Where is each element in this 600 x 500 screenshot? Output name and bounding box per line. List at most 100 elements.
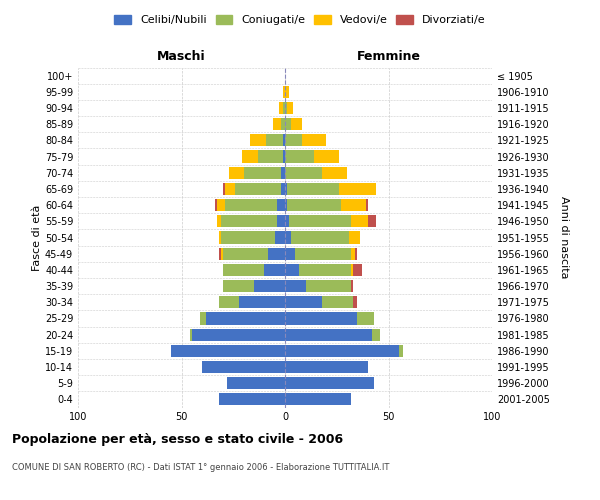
Bar — [279, 102, 283, 114]
Bar — [283, 102, 285, 114]
Bar — [254, 280, 285, 292]
Text: Maschi: Maschi — [157, 50, 206, 62]
Bar — [250, 134, 266, 146]
Bar — [322, 166, 347, 179]
Bar — [223, 183, 225, 195]
Bar — [287, 183, 339, 195]
Bar — [285, 280, 306, 292]
Bar — [339, 183, 376, 195]
Bar — [289, 215, 351, 228]
Bar — [223, 280, 254, 292]
Bar — [283, 150, 285, 162]
Bar — [217, 215, 221, 228]
Bar — [227, 377, 285, 390]
Bar — [358, 312, 374, 324]
Bar — [285, 377, 374, 390]
Bar — [285, 86, 289, 98]
Bar — [192, 328, 285, 340]
Bar — [351, 215, 368, 228]
Bar — [202, 361, 285, 373]
Bar — [291, 118, 302, 130]
Bar — [281, 166, 285, 179]
Bar — [285, 183, 287, 195]
Bar — [285, 328, 372, 340]
Bar — [266, 134, 283, 146]
Bar — [223, 264, 265, 276]
Bar — [287, 102, 293, 114]
Bar — [351, 264, 353, 276]
Text: Femmine: Femmine — [356, 50, 421, 62]
Bar — [349, 232, 359, 243]
Bar — [221, 248, 223, 260]
Bar — [281, 183, 285, 195]
Bar — [285, 199, 287, 211]
Bar — [221, 215, 277, 228]
Bar — [306, 280, 351, 292]
Bar — [366, 199, 368, 211]
Bar — [225, 183, 235, 195]
Bar — [285, 361, 368, 373]
Bar — [272, 118, 281, 130]
Bar — [368, 215, 376, 228]
Bar — [235, 183, 281, 195]
Bar — [285, 312, 358, 324]
Bar — [219, 296, 239, 308]
Bar — [242, 150, 258, 162]
Bar — [285, 150, 314, 162]
Bar — [219, 248, 221, 260]
Y-axis label: Anni di nascita: Anni di nascita — [559, 196, 569, 279]
Bar — [223, 248, 268, 260]
Bar — [285, 232, 291, 243]
Bar — [221, 232, 275, 243]
Bar — [314, 150, 339, 162]
Text: Popolazione per età, sesso e stato civile - 2006: Popolazione per età, sesso e stato civil… — [12, 432, 343, 446]
Bar — [302, 134, 326, 146]
Bar — [265, 264, 285, 276]
Bar — [399, 345, 403, 357]
Bar — [277, 215, 285, 228]
Bar — [275, 232, 285, 243]
Bar — [341, 199, 366, 211]
Bar — [285, 394, 351, 406]
Bar — [285, 118, 291, 130]
Y-axis label: Fasce di età: Fasce di età — [32, 204, 42, 270]
Bar — [258, 150, 283, 162]
Bar — [322, 296, 353, 308]
Bar — [351, 280, 353, 292]
Bar — [215, 199, 217, 211]
Bar — [353, 296, 358, 308]
Bar — [277, 199, 285, 211]
Bar — [291, 232, 349, 243]
Bar — [281, 118, 285, 130]
Bar — [244, 166, 281, 179]
Bar — [229, 166, 244, 179]
Bar — [200, 312, 206, 324]
Bar — [239, 296, 285, 308]
Bar — [219, 232, 221, 243]
Bar — [351, 248, 355, 260]
Bar — [217, 199, 225, 211]
Bar — [295, 248, 351, 260]
Bar — [285, 248, 295, 260]
Bar — [285, 134, 302, 146]
Bar — [206, 312, 285, 324]
Bar — [283, 134, 285, 146]
Bar — [285, 296, 322, 308]
Bar — [372, 328, 380, 340]
Bar — [190, 328, 192, 340]
Bar — [219, 394, 285, 406]
Bar — [353, 264, 362, 276]
Bar — [171, 345, 285, 357]
Bar — [225, 199, 277, 211]
Text: COMUNE DI SAN ROBERTO (RC) - Dati ISTAT 1° gennaio 2006 - Elaborazione TUTTITALI: COMUNE DI SAN ROBERTO (RC) - Dati ISTAT … — [12, 462, 389, 471]
Bar — [287, 199, 341, 211]
Bar — [299, 264, 351, 276]
Bar — [285, 345, 399, 357]
Legend: Celibi/Nubili, Coniugati/e, Vedovi/e, Divorziati/e: Celibi/Nubili, Coniugati/e, Vedovi/e, Di… — [110, 10, 490, 30]
Bar — [285, 215, 289, 228]
Bar — [283, 86, 285, 98]
Bar — [285, 166, 322, 179]
Bar — [285, 102, 287, 114]
Bar — [355, 248, 358, 260]
Bar — [285, 264, 299, 276]
